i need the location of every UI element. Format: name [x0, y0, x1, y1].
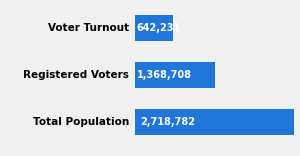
- Text: 1,368,708: 1,368,708: [137, 70, 192, 80]
- Bar: [135, 109, 294, 135]
- Text: Registered Voters: Registered Voters: [23, 70, 129, 80]
- Text: 2,718,782: 2,718,782: [140, 117, 195, 127]
- Bar: [135, 62, 215, 88]
- Text: Total Population: Total Population: [33, 117, 129, 127]
- Text: Voter Turnout: Voter Turnout: [48, 23, 129, 33]
- Bar: [135, 15, 172, 41]
- Text: 642,231: 642,231: [136, 23, 180, 33]
